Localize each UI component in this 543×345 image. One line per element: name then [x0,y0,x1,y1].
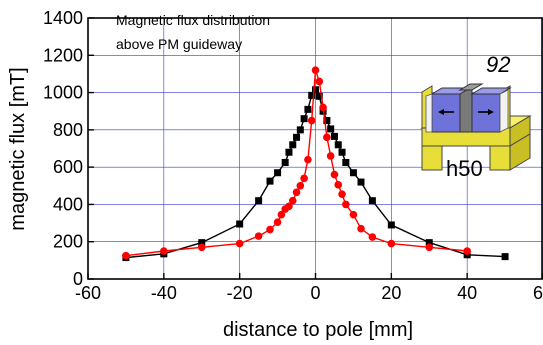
data-point [319,103,327,112]
y-tick-label: 600 [53,157,83,177]
data-point [236,220,244,228]
data-point [288,196,297,205]
data-point [293,133,301,141]
y-tick-label: 200 [53,232,83,252]
inset-leg-left [421,145,443,171]
data-point [315,77,324,86]
data-point [387,221,395,229]
data-point [273,218,282,226]
data-point [334,141,342,149]
data-point [349,169,357,177]
axis-ticks: -60-40-200204060020040060080010001200140… [43,8,543,303]
guideway-inset: 92 h50 [420,52,532,181]
data-point [300,174,308,183]
x-tick-label: -60 [75,283,101,303]
data-point [368,233,377,241]
data-point [296,181,305,190]
x-tick-label: 40 [457,283,477,303]
annotation-line-1: Magnetic flux distribution [116,12,270,28]
y-tick-label: 1400 [43,8,83,28]
data-point [342,158,350,166]
data-point [368,197,376,205]
inset-arrowhead-right [488,109,494,115]
inset-leg-right-side [509,133,531,171]
x-axis-title: distance to pole [mm] [223,319,413,341]
data-point [326,152,335,160]
inset-magnet-left [431,93,461,133]
data-point [425,243,434,252]
data-point [327,125,335,133]
data-point [274,169,282,177]
data-point [122,251,130,260]
inset-pole [459,89,473,133]
data-point [349,210,358,219]
y-tick-label: 400 [53,194,83,214]
data-point [311,66,320,74]
inset-leg-right [489,145,511,171]
inset-arrowhead-left [438,109,444,115]
x-tick-label: 0 [310,283,320,303]
annotation-line-2: above PM guideway [116,36,242,52]
data-point [235,239,244,248]
inset-spacer-right [499,89,509,133]
data-point [266,177,274,185]
data-point [307,116,316,125]
data-point [285,202,293,211]
data-point [330,132,338,140]
data-point [255,197,263,205]
x-tick-label: -20 [227,283,253,303]
plot-frame [87,17,543,280]
series-layer [122,66,509,262]
y-tick-label: 1000 [43,83,83,103]
data-point [357,224,365,233]
data-point [342,200,350,209]
x-tick-label: 20 [381,283,401,303]
data-point [277,210,286,219]
data-point [308,91,316,99]
data-point [266,225,274,234]
data-point [198,239,206,247]
data-point [323,133,331,142]
inset-spacer-left [425,93,433,133]
data-point [315,92,323,100]
data-point [357,178,365,186]
inset-magnet-top-right [470,87,512,95]
inset-width-label: 92 [486,52,510,77]
data-point [304,105,312,113]
data-point [334,181,343,189]
data-point [312,86,319,94]
data-point [387,239,396,248]
data-point [330,170,339,179]
grid-lines [87,17,543,280]
y-tick-label: 0 [73,269,83,289]
x-tick-label: 60 [533,283,543,303]
data-point [338,190,346,198]
series-1 [122,66,471,260]
inset-height-label: h50 [446,156,483,181]
data-point [296,126,304,134]
y-axis-title: magnetic flux [mT] [7,67,29,230]
data-point [197,243,206,252]
data-point [285,148,293,156]
data-point [501,253,509,261]
data-point [292,188,301,197]
inset-pole-top [458,83,484,91]
data-point [463,247,471,255]
data-point [281,158,289,166]
data-point [300,115,308,123]
data-point [254,232,263,240]
data-point [289,141,297,149]
inset-magnet-right [471,93,501,133]
data-point [304,155,312,164]
series-line [125,69,468,257]
y-tick-label: 1200 [43,45,83,65]
data-point [160,247,168,255]
data-point [338,148,346,156]
y-tick-label: 800 [53,120,83,140]
data-point [425,239,433,247]
x-tick-label: -40 [151,283,177,303]
data-point [323,117,331,125]
